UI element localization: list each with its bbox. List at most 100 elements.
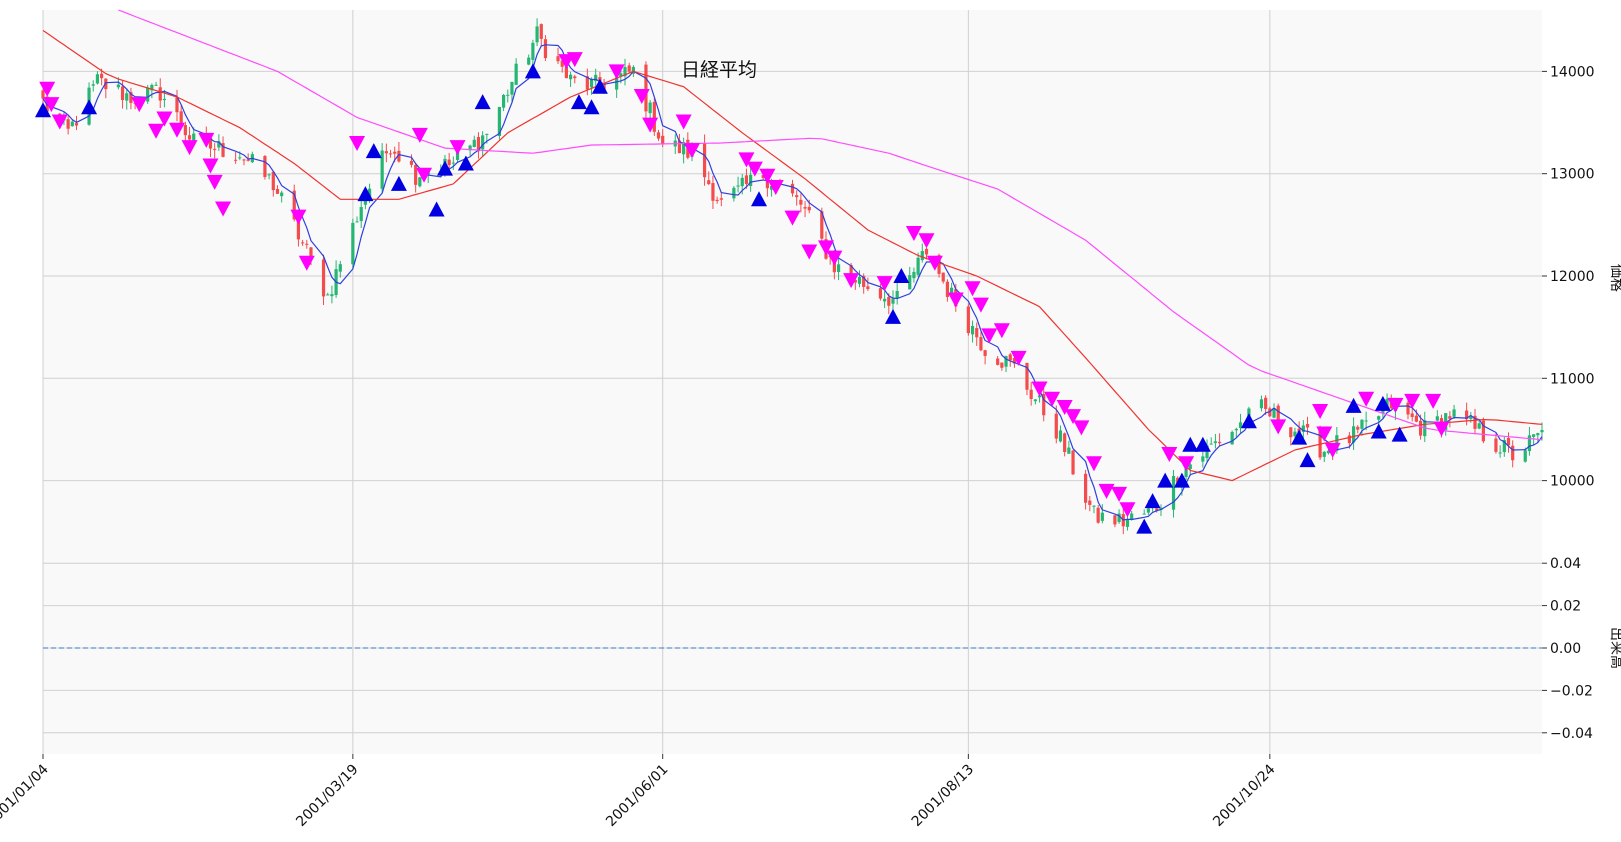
candle-body — [476, 136, 481, 152]
candle-body — [543, 39, 548, 59]
candle-body — [447, 159, 451, 166]
candle — [895, 282, 899, 305]
candle-body — [941, 272, 945, 282]
sell-signal-marker — [947, 292, 964, 308]
sell-signal-marker — [843, 273, 860, 289]
buy-signal-marker — [357, 186, 374, 202]
candle — [1209, 437, 1213, 445]
buy-signal-marker — [893, 268, 910, 283]
candle — [300, 239, 305, 246]
buy-signal-marker — [1136, 518, 1153, 534]
candle — [1033, 398, 1037, 405]
candle — [966, 303, 970, 336]
candle — [359, 198, 363, 229]
candle — [945, 279, 950, 302]
candle-body — [1385, 398, 1389, 407]
sell-signal-marker — [972, 297, 989, 313]
candle-body — [451, 162, 455, 164]
sell-signal-marker — [1387, 397, 1404, 413]
sell-signal-marker — [39, 81, 56, 97]
candle-body — [242, 159, 246, 161]
candle-body — [384, 151, 388, 154]
candle — [468, 144, 472, 156]
candle-body — [338, 264, 342, 272]
candle — [1000, 362, 1004, 371]
candle — [1360, 419, 1364, 436]
candle — [1477, 419, 1481, 430]
candle-body — [162, 98, 167, 101]
candle-body — [1201, 456, 1205, 462]
candle-body — [1130, 513, 1134, 520]
candle — [1067, 440, 1071, 454]
candle — [623, 58, 627, 86]
candle-body — [1465, 410, 1469, 420]
ma-short-line — [42, 44, 1543, 521]
candle — [66, 116, 70, 135]
candle — [627, 62, 631, 74]
candle-body — [1171, 476, 1176, 510]
candle — [1473, 408, 1477, 435]
candle-body — [221, 143, 225, 157]
date-tick-label: 2001/03/19 — [293, 762, 361, 830]
candle-body — [1494, 438, 1498, 452]
candle-body — [1406, 402, 1410, 415]
candle-body — [1360, 419, 1364, 429]
candle-body — [150, 84, 154, 91]
candle — [510, 81, 514, 103]
sell-signal-marker — [566, 52, 583, 68]
buy-signal-marker — [583, 99, 600, 115]
candle — [451, 156, 455, 171]
candle-body — [120, 86, 125, 101]
candle-body — [146, 87, 150, 102]
candle-body — [1025, 362, 1029, 390]
candle-body — [836, 264, 841, 272]
candle-body — [594, 74, 598, 82]
price-tick-label: 13000 — [1550, 167, 1595, 183]
volume-axis-ticks: 0.04 0.02 0.00 −0.02 −0.04 — [1542, 556, 1593, 742]
volume-tick-label: −0.02 — [1550, 683, 1593, 699]
candle-body — [1536, 433, 1540, 436]
candle-body — [1100, 512, 1104, 521]
candle — [891, 290, 895, 311]
candle-body — [1289, 427, 1293, 438]
sell-signal-marker — [1425, 393, 1442, 409]
candle-body — [715, 199, 719, 202]
candle — [1356, 425, 1360, 434]
candle-body — [300, 242, 305, 244]
candle-body — [506, 94, 510, 96]
candle-body — [950, 287, 954, 296]
candle-body — [246, 159, 250, 161]
candle-body — [589, 78, 594, 88]
candle-body — [1096, 507, 1100, 523]
candle-body — [1511, 445, 1515, 461]
price-axis-ticks: 10000 11000 12000 13000 14000 — [1542, 64, 1595, 490]
buy-signal-marker — [457, 155, 474, 171]
candle-body — [183, 125, 187, 136]
candle-body — [862, 275, 866, 287]
candle-body — [234, 159, 238, 161]
sell-signal-marker — [131, 97, 148, 113]
candle-body — [414, 165, 418, 185]
candle — [556, 47, 560, 65]
candle — [1008, 352, 1012, 367]
candle-body — [661, 135, 665, 145]
candle-body — [192, 133, 196, 143]
candle-body — [761, 175, 765, 179]
candle-body — [1469, 416, 1473, 419]
candle-body — [351, 222, 355, 265]
date-tick-label: 2001/01/04 — [0, 761, 52, 829]
candle — [91, 80, 95, 92]
candle-body — [736, 185, 740, 187]
candle-body — [1184, 467, 1188, 477]
candle — [920, 243, 924, 263]
candle-body — [1268, 408, 1272, 417]
buy-signal-marker — [524, 63, 541, 79]
candle — [1410, 407, 1414, 422]
candle — [799, 193, 803, 213]
volume-tick-label: −0.04 — [1550, 726, 1593, 742]
sell-signal-marker — [1085, 456, 1102, 472]
candle — [1289, 426, 1293, 446]
candle-body — [644, 64, 648, 112]
candle — [242, 158, 246, 166]
buy-signal-marker — [365, 143, 382, 159]
